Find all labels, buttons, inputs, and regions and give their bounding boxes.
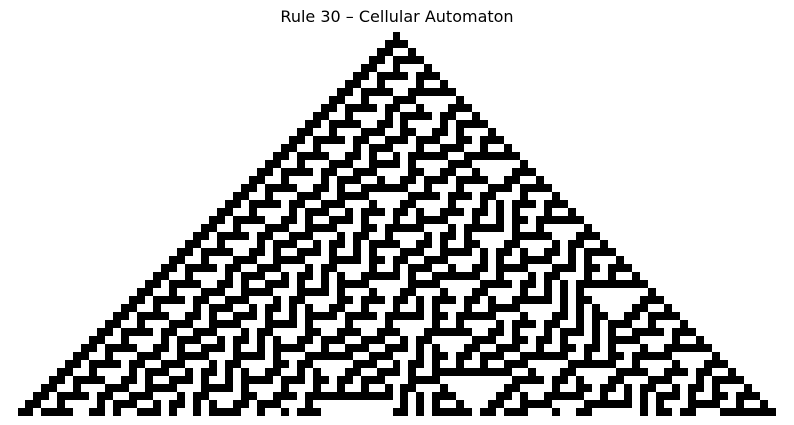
cellular-automaton-grid (18, 32, 776, 416)
chart-title: Rule 30 – Cellular Automaton (280, 7, 514, 26)
